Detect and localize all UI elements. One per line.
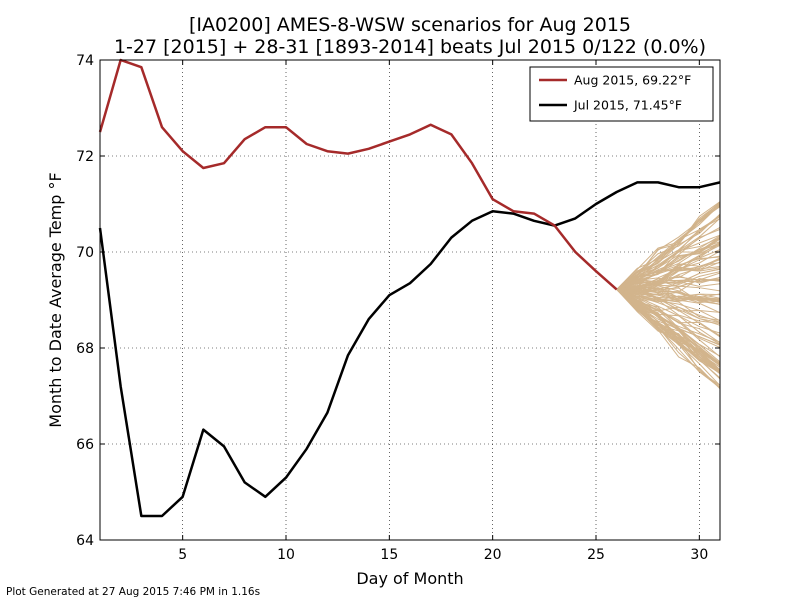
axis-ticks: 5 10 15 20 25 30 64 66 68 70 72 74: [76, 53, 720, 563]
legend-box: [529, 66, 714, 122]
y-axis-label: Month to Date Average Temp °F: [46, 172, 65, 427]
scenario-line: [616, 276, 721, 290]
series-lines: [98, 58, 721, 518]
scenario-line: [616, 279, 721, 292]
scenario-line: [616, 201, 721, 290]
chart-title-line1: [IA0200] AMES-8-WSW scenarios for Aug 20…: [189, 14, 631, 36]
scenario-line: [616, 285, 721, 302]
scenario-line: [616, 258, 721, 290]
scenario-line: [616, 289, 721, 371]
x-tick-label: 10: [277, 547, 295, 563]
plot-frame: [99, 59, 721, 541]
scenario-line: [616, 201, 721, 290]
footer-timestamp: Plot Generated at 27 Aug 2015 7:46 PM in…: [6, 586, 260, 598]
y-tick-label: 64: [76, 533, 94, 549]
legend-label-jul-2015: Jul 2015, 71.45°F: [573, 98, 682, 113]
scenario-line: [616, 202, 721, 290]
scenario-line: [616, 288, 721, 344]
y-tick-label: 66: [76, 437, 94, 453]
y-tick-label: 70: [76, 245, 94, 261]
scenario-lines: [616, 201, 721, 390]
scenario-line: [616, 288, 721, 322]
scenario-line: [616, 268, 721, 290]
legend-label-aug-2015: Aug 2015, 69.22°F: [574, 73, 691, 88]
scenario-line: [616, 288, 721, 334]
chart-title-line2: 1-27 [2015] + 28-31 [1893-2014] beats Ju…: [114, 36, 706, 58]
scenario-line: [616, 275, 721, 290]
series-line-aug-2015: [98, 58, 618, 291]
scenario-line: [616, 288, 721, 325]
x-tick-label: 5: [178, 547, 187, 563]
scenario-line: [616, 213, 721, 290]
y-tick-label: 68: [76, 341, 94, 357]
scenario-line: [616, 243, 721, 290]
scenario-line: [616, 289, 721, 386]
legend: Aug 2015, 69.22°F Jul 2015, 71.45°F: [529, 66, 714, 122]
scenario-line: [616, 289, 721, 363]
y-tick-label: 72: [76, 149, 94, 165]
x-axis-label: Day of Month: [356, 569, 463, 588]
x-tick-label: 20: [484, 547, 502, 563]
scenario-line: [616, 289, 721, 371]
series-line-jul-2015: [98, 181, 721, 518]
scenario-line: [616, 266, 721, 290]
scenario-line: [616, 241, 721, 290]
y-tick-label: 74: [76, 53, 94, 69]
x-tick-label: 30: [690, 547, 708, 563]
x-tick-label: 25: [587, 547, 605, 563]
scenario-line: [616, 241, 721, 290]
x-tick-label: 15: [380, 547, 398, 563]
scenario-line: [616, 234, 721, 290]
